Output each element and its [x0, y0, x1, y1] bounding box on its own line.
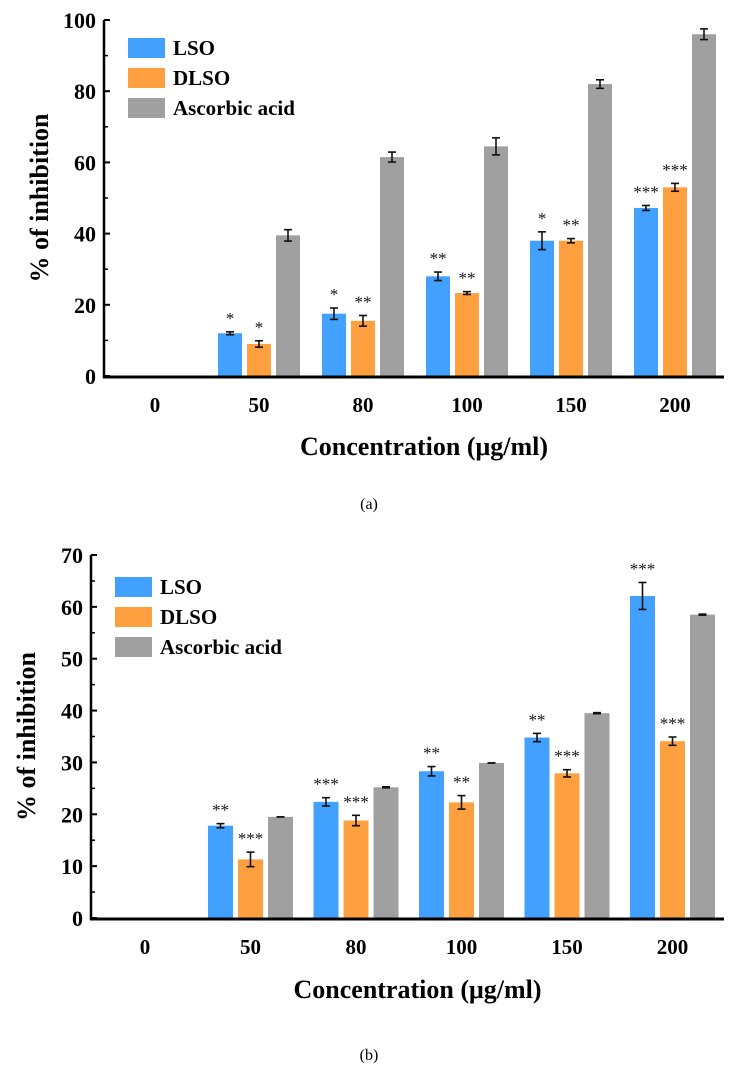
- y-tick-label: 60: [74, 150, 96, 175]
- x-tick-label: 100: [446, 935, 478, 959]
- bar-ascorbic-acid: [588, 84, 612, 376]
- bar-ascorbic-acid: [484, 146, 508, 376]
- bar-ascorbic-acid: [692, 34, 716, 377]
- significance-label: **: [453, 773, 470, 792]
- x-tick-label: 50: [249, 393, 270, 417]
- legend-swatch: [115, 577, 152, 597]
- chart-panel-a: 0* *50* **80****100* **150******20002040608…: [25, 8, 724, 513]
- significance-label: **: [459, 269, 476, 288]
- significance-label: ***: [313, 775, 339, 794]
- legend-swatch: [128, 68, 165, 88]
- bar-lso: [322, 313, 346, 376]
- bar-lso: [218, 333, 242, 376]
- bar-dlso: [455, 293, 479, 376]
- bar-ascorbic-acid: [276, 235, 300, 376]
- bar-dlso: [559, 240, 583, 376]
- y-tick-label: 20: [74, 293, 96, 318]
- significance-label: **: [563, 216, 580, 235]
- y-tick-label: 100: [63, 8, 96, 33]
- legend: LSO DLSO Ascorbic acid: [115, 575, 282, 659]
- x-tick-label: 0: [150, 393, 161, 417]
- x-axis-label: Concentration (μg/ml): [300, 432, 548, 461]
- significance-label: **: [423, 744, 440, 763]
- y-tick-label: 60: [61, 595, 83, 620]
- legend-label: LSO: [173, 36, 215, 60]
- bar-ascorbic-acid: [479, 762, 504, 918]
- x-tick-label: 50: [240, 935, 261, 959]
- bar-lso: [419, 771, 444, 918]
- significance-label: ***: [238, 829, 264, 848]
- legend-swatch: [128, 38, 165, 58]
- bar-dlso: [554, 773, 580, 918]
- significance-label: *: [226, 309, 235, 328]
- bar-dlso: [238, 859, 263, 918]
- legend-swatch: [128, 98, 165, 118]
- significance-label: **: [212, 801, 229, 820]
- significance-label: ***: [633, 182, 659, 201]
- bar-ascorbic-acid: [373, 787, 399, 918]
- legend: LSO DLSO Ascorbic acid: [128, 36, 295, 120]
- significance-label: *: [330, 285, 339, 304]
- bar-lso: [530, 240, 554, 376]
- y-tick-label: 50: [61, 647, 83, 672]
- bar-ascorbic-acid: [584, 713, 610, 918]
- bar-lso: [630, 595, 655, 918]
- legend-label: LSO: [160, 575, 202, 599]
- x-tick-label: 200: [659, 393, 691, 417]
- x-tick-label: 150: [551, 935, 583, 959]
- bar-lso: [426, 276, 450, 376]
- legend-label: DLSO: [173, 66, 230, 90]
- significance-label: ***: [343, 792, 369, 811]
- bar-lso: [313, 801, 339, 918]
- x-tick-label: 80: [346, 935, 367, 959]
- significance-label: **: [430, 249, 447, 268]
- x-tick-label: 0: [140, 935, 151, 959]
- bar-dlso: [247, 343, 271, 376]
- y-tick-label: 40: [61, 699, 83, 724]
- y-tick-label: 40: [74, 222, 96, 247]
- y-tick-label: 80: [74, 79, 96, 104]
- significance-label: ***: [630, 559, 656, 578]
- y-tick-label: 0: [72, 906, 83, 931]
- panel-label: (a): [360, 496, 378, 513]
- legend-label: Ascorbic acid: [173, 96, 295, 120]
- bar-dlso: [351, 320, 375, 376]
- y-axis-label: % of inhibition: [12, 651, 41, 821]
- legend-label: Ascorbic acid: [160, 635, 282, 659]
- y-tick-label: 70: [61, 543, 83, 568]
- bar-lso: [634, 207, 658, 376]
- legend-label: DLSO: [160, 605, 217, 629]
- y-tick-label: 10: [61, 854, 83, 879]
- significance-label: ***: [660, 714, 686, 733]
- y-axis-label: % of inhibition: [25, 113, 54, 283]
- bar-dlso: [449, 802, 474, 918]
- bar-lso: [524, 737, 550, 918]
- bar-ascorbic-acid: [268, 816, 293, 918]
- bar-lso: [208, 825, 233, 918]
- significance-label: **: [529, 710, 546, 729]
- significance-label: **: [355, 292, 372, 311]
- legend-swatch: [115, 607, 152, 627]
- panel-label: (b): [360, 1047, 379, 1064]
- bar-dlso: [660, 741, 685, 918]
- bar-ascorbic-acid: [380, 157, 404, 376]
- y-tick-label: 30: [61, 750, 83, 775]
- significance-label: ***: [662, 160, 688, 179]
- bar-dlso: [343, 820, 369, 918]
- bar-dlso: [663, 187, 687, 376]
- y-tick-label: 0: [85, 364, 96, 389]
- bar-ascorbic-acid: [690, 614, 715, 918]
- x-axis-label: Concentration (μg/ml): [294, 975, 542, 1004]
- chart-panel-b: 0*****50******80****100*****150******200…: [12, 543, 724, 1064]
- significance-label: ***: [554, 747, 580, 766]
- y-tick-label: 20: [61, 802, 83, 827]
- legend-swatch: [115, 637, 152, 657]
- x-tick-label: 80: [353, 393, 374, 417]
- x-tick-label: 200: [657, 935, 689, 959]
- x-tick-label: 150: [555, 393, 587, 417]
- significance-label: *: [538, 209, 547, 228]
- significance-label: *: [255, 318, 264, 337]
- x-tick-label: 100: [451, 393, 483, 417]
